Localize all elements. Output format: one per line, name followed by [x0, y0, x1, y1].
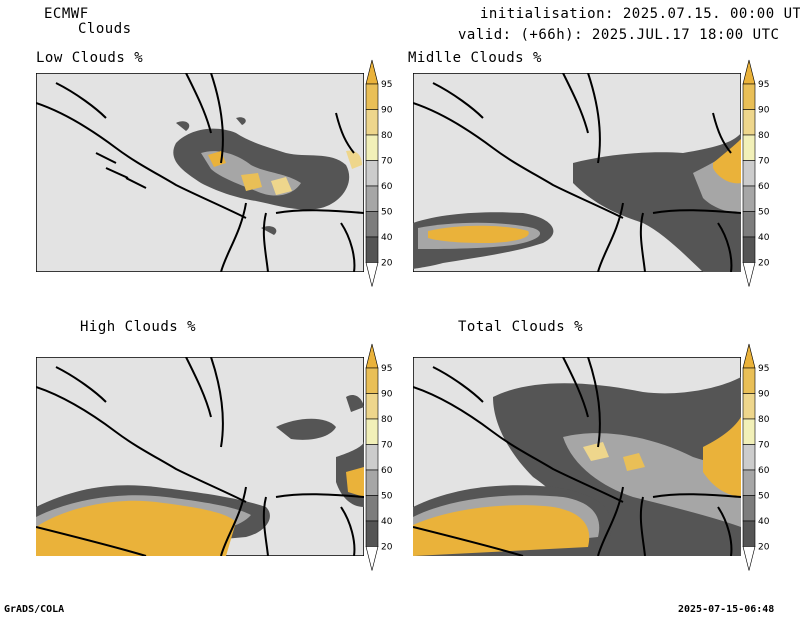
- colorbar-segment-70-80: [365, 134, 379, 161]
- init-time: initialisation: 2025.07.15. 00:00 UTC: [480, 6, 800, 22]
- colorbar-bottom-arrow: [365, 262, 379, 287]
- colorbar-segment-60-70: [365, 160, 379, 187]
- colorbar-segment-80-90: [365, 109, 379, 136]
- map-middle-clouds: [413, 73, 741, 272]
- colorbar-tick-label: 70: [758, 157, 770, 167]
- colorbar-tick-label: 80: [381, 131, 393, 141]
- colorbar-tick-label: 40: [758, 233, 770, 243]
- colorbar-tick-label: 90: [381, 390, 393, 400]
- colorbar-segment-70-80: [742, 418, 756, 445]
- colorbar-tick-label: 95: [758, 80, 769, 90]
- colorbar-tick-label: 60: [381, 466, 393, 476]
- colorbar-tick-label: 95: [758, 364, 769, 374]
- colorbar-tick-label: 40: [758, 517, 770, 527]
- cloud-fields: [173, 117, 362, 235]
- colorbar-tick-label: 50: [381, 208, 393, 218]
- colorbar-segment-60-70: [742, 160, 756, 187]
- colorbar-tick-label: 20: [758, 543, 770, 553]
- colorbar-segment-90-95: [365, 83, 379, 110]
- colorbar-segment-90-95: [742, 83, 756, 110]
- colorbar-tick-label: 70: [758, 441, 770, 451]
- colorbar-tick-label: 60: [758, 466, 770, 476]
- cloud-fields: [413, 133, 741, 272]
- colorbar-tick-label: 70: [381, 441, 393, 451]
- cloud-fields: [413, 377, 741, 556]
- colorbar-segment-40-50: [365, 211, 379, 238]
- colorbar-segment-90-95: [365, 367, 379, 394]
- colorbar-tick-label: 95: [381, 364, 392, 374]
- colorbar-tick-label: 50: [381, 492, 393, 502]
- map-total-clouds: [413, 357, 741, 556]
- colorbar-segment-20-40: [365, 236, 379, 263]
- valid-time: valid: (+66h): 2025.JUL.17 18:00 UTC: [458, 27, 780, 43]
- colorbar-top-arrow: [742, 343, 756, 369]
- map-low-clouds: [36, 73, 364, 272]
- colorbar-tick-label: 20: [381, 259, 393, 269]
- colorbar-total: 95 90 80 70 60 50 40 20: [741, 342, 781, 574]
- footer-timestamp: 2025-07-15-06:48: [678, 604, 775, 615]
- colorbar-tick-label: 70: [381, 157, 393, 167]
- colorbar-segment-50-60: [365, 185, 379, 212]
- colorbar-segment-80-90: [742, 109, 756, 136]
- colorbar-segment-20-40: [742, 520, 756, 547]
- panel-title-mid: Midlle Clouds %: [408, 50, 542, 66]
- colorbar-tick-label: 90: [381, 106, 393, 116]
- colorbar-bottom-arrow: [365, 546, 379, 571]
- colorbar-segment-50-60: [365, 469, 379, 496]
- colorbar-segment-90-95: [742, 367, 756, 394]
- colorbar-tick-label: 20: [381, 543, 393, 553]
- colorbar-tick-label: 20: [758, 259, 770, 269]
- colorbar-segment-40-50: [365, 495, 379, 522]
- panel-title-total: Total Clouds %: [458, 319, 584, 335]
- colorbar-segment-70-80: [365, 418, 379, 445]
- colorbar-mid: 95 90 80 70 60 50 40 20: [741, 58, 781, 290]
- panel-title-high: High Clouds %: [80, 319, 197, 335]
- map-high-clouds: [36, 357, 364, 556]
- island-lines: [95, 152, 147, 189]
- colorbar-segment-50-60: [742, 185, 756, 212]
- colorbar-segment-20-40: [742, 236, 756, 263]
- colorbar-segment-40-50: [742, 211, 756, 238]
- colorbar-tick-label: 90: [758, 106, 770, 116]
- colorbar-tick-label: 40: [381, 517, 393, 527]
- colorbar-tick-label: 90: [758, 390, 770, 400]
- colorbar-segment-80-90: [742, 393, 756, 420]
- colorbar-tick-label: 95: [381, 80, 392, 90]
- colorbar-top-arrow: [365, 343, 379, 369]
- colorbar-top-arrow: [365, 59, 379, 85]
- colorbar-segment-40-50: [742, 495, 756, 522]
- colorbar-tick-label: 60: [381, 182, 393, 192]
- colorbar-top-arrow: [742, 59, 756, 85]
- coastline-borders: [36, 73, 364, 272]
- colorbar-bottom-arrow: [742, 262, 756, 287]
- coastline-borders: [413, 73, 741, 272]
- model-label: ECMWF: [44, 6, 89, 22]
- colorbar-tick-label: 80: [758, 415, 770, 425]
- colorbar-segment-50-60: [742, 469, 756, 496]
- colorbar-tick-label: 40: [381, 233, 393, 243]
- footer-software: GrADS/COLA: [4, 604, 65, 615]
- colorbar-segment-70-80: [742, 134, 756, 161]
- colorbar-tick-label: 80: [758, 131, 770, 141]
- colorbar-low: 95 90 80 70 60 50 40 20: [364, 58, 404, 290]
- coastline-borders: [413, 357, 741, 556]
- colorbar-tick-label: 50: [758, 492, 770, 502]
- colorbar-segment-60-70: [365, 444, 379, 471]
- colorbar-segment-20-40: [365, 520, 379, 547]
- colorbar-segment-80-90: [365, 393, 379, 420]
- colorbar-segment-60-70: [742, 444, 756, 471]
- colorbar-tick-label: 60: [758, 182, 770, 192]
- product-label: Clouds: [78, 21, 132, 37]
- colorbar-bottom-arrow: [742, 546, 756, 571]
- coastline-borders: [36, 357, 364, 556]
- colorbar-tick-label: 80: [381, 415, 393, 425]
- colorbar-high: 95 90 80 70 60 50 40 20: [364, 342, 404, 574]
- colorbar-tick-label: 50: [758, 208, 770, 218]
- panel-title-low: Low Clouds %: [36, 50, 144, 66]
